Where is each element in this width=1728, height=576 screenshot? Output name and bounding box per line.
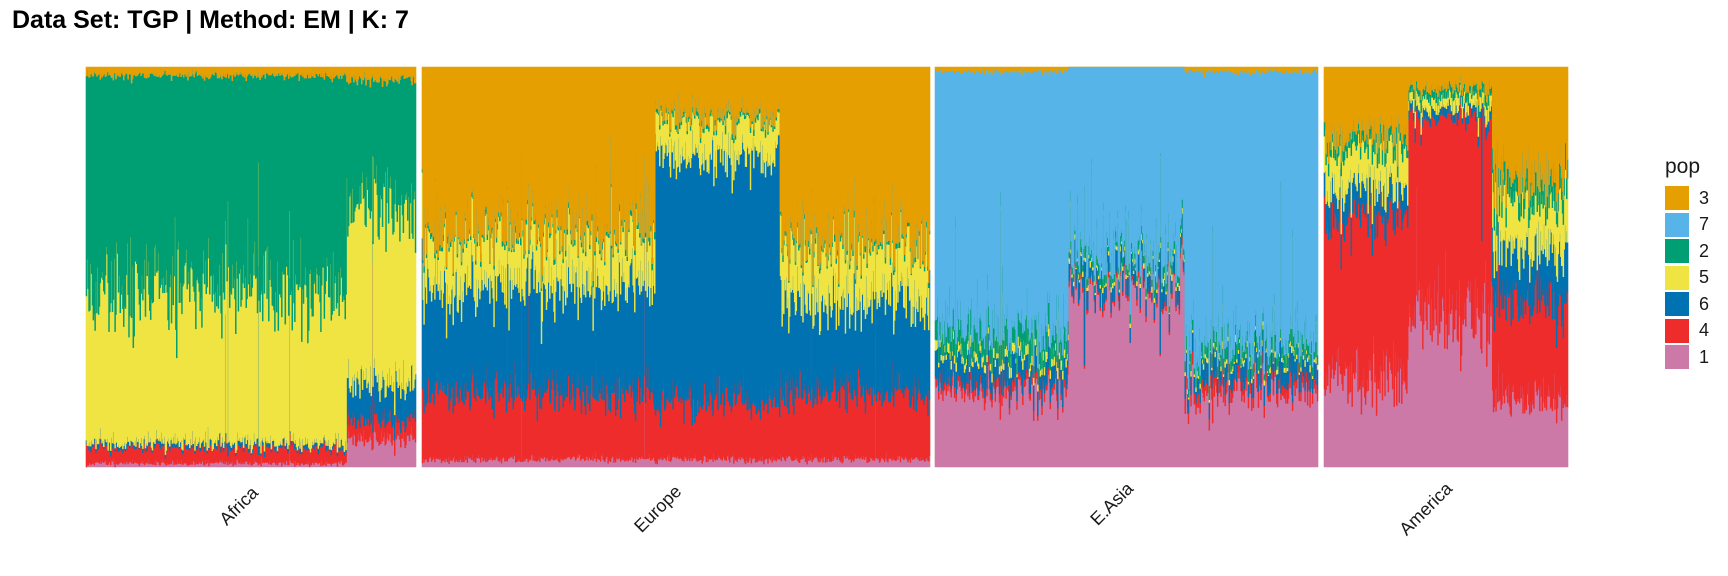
legend: pop 3 7 2 5 6 4 1 <box>1665 155 1709 371</box>
facet-america <box>1323 66 1569 468</box>
legend-item-3: 3 <box>1665 185 1709 212</box>
legend-label: 2 <box>1699 240 1710 261</box>
legend-swatch <box>1665 239 1689 264</box>
legend-swatch <box>1665 265 1689 290</box>
legend-label: 4 <box>1699 320 1710 341</box>
legend-item-7: 7 <box>1665 212 1709 239</box>
facet-europe <box>421 66 931 468</box>
facet-e-asia <box>934 66 1319 468</box>
facet-label-e-asia: E.Asia <box>1086 478 1138 530</box>
legend-label: 7 <box>1699 214 1710 235</box>
legend-swatch <box>1665 186 1689 211</box>
legend-swatch <box>1665 292 1689 317</box>
legend-item-5: 5 <box>1665 265 1709 292</box>
component-3-area <box>421 66 931 289</box>
legend-swatch <box>1665 318 1689 343</box>
legend-swatch <box>1665 345 1689 370</box>
component-3-area <box>934 66 1319 78</box>
facet-label-europe: Europe <box>630 481 685 536</box>
legend-item-4: 4 <box>1665 318 1709 345</box>
legend-swatch <box>1665 212 1689 237</box>
legend-item-6: 6 <box>1665 291 1709 318</box>
legend-label: 1 <box>1699 346 1710 367</box>
legend-label: 3 <box>1699 187 1710 208</box>
facet-label-africa: Africa <box>215 482 262 529</box>
component-3-area <box>1323 66 1569 215</box>
legend-items: 3 7 2 5 6 4 1 <box>1665 185 1709 371</box>
legend-label: 5 <box>1699 267 1710 288</box>
facet-label-america: America <box>1395 478 1457 540</box>
legend-title: pop <box>1665 155 1701 178</box>
chart-title: Data Set: TGP | Method: EM | K: 7 <box>12 6 409 34</box>
legend-item-2: 2 <box>1665 238 1709 265</box>
legend-item-1: 1 <box>1665 344 1709 371</box>
legend-label: 6 <box>1699 293 1710 314</box>
facet-africa <box>85 66 417 468</box>
component-3-area <box>85 66 417 88</box>
